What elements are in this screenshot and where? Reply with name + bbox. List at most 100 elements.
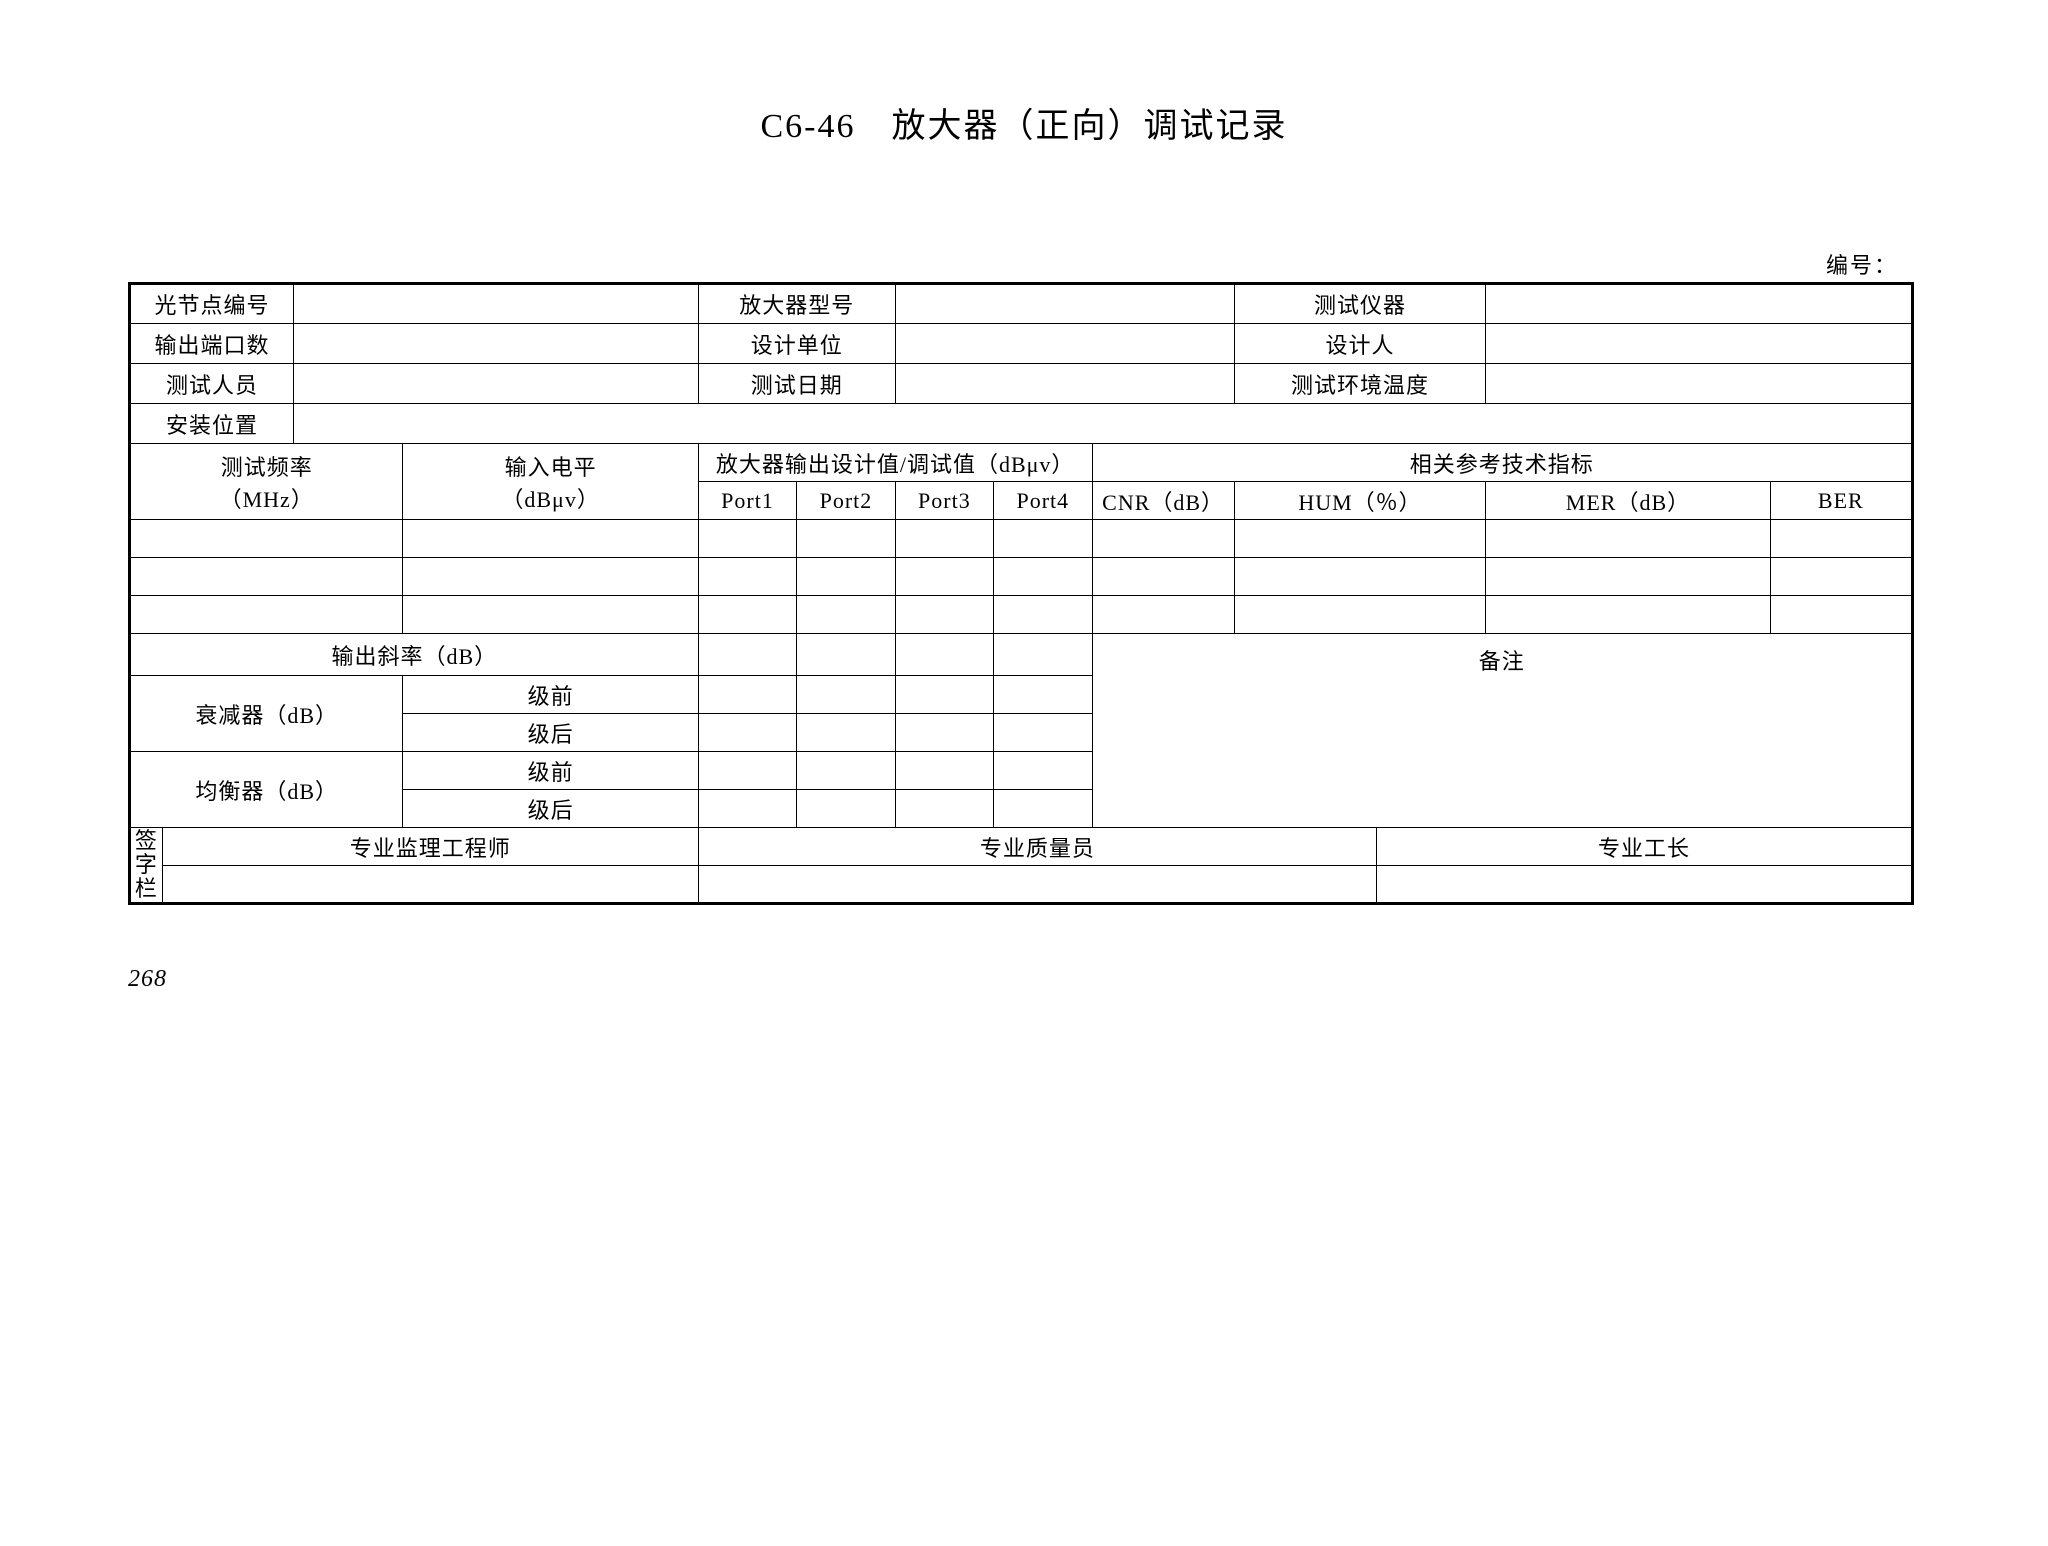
label-eq-post: 级后 bbox=[403, 790, 698, 828]
label-test-instrument: 测试仪器 bbox=[1234, 284, 1486, 324]
col-port3: Port3 bbox=[895, 482, 993, 520]
remarks-cell: 备注 bbox=[1092, 634, 1912, 828]
label-attenuator: 衰减器（dB） bbox=[130, 676, 403, 752]
col-port4: Port4 bbox=[994, 482, 1092, 520]
data-p3-2 bbox=[895, 558, 993, 596]
data-hum-2 bbox=[1234, 558, 1486, 596]
atten-pre-p4 bbox=[994, 676, 1092, 714]
data-cnr-2 bbox=[1092, 558, 1234, 596]
col-port1: Port1 bbox=[698, 482, 796, 520]
data-ber-1 bbox=[1770, 520, 1912, 558]
label-install-location: 安装位置 bbox=[130, 404, 294, 444]
label-tester: 测试人员 bbox=[130, 364, 294, 404]
data-freq-2 bbox=[130, 558, 403, 596]
data-p3-1 bbox=[895, 520, 993, 558]
label-amplifier-model: 放大器型号 bbox=[698, 284, 895, 324]
data-p1-1 bbox=[698, 520, 796, 558]
page-number: 268 bbox=[128, 966, 167, 993]
data-freq-1 bbox=[130, 520, 403, 558]
page-title: C6-46 放大器（正向）调试记录 bbox=[0, 98, 2048, 147]
field-output-ports bbox=[294, 324, 699, 364]
signature-bar-label: 签 字 栏 bbox=[130, 828, 163, 904]
field-design-unit bbox=[895, 324, 1234, 364]
atten-pre-p2 bbox=[797, 676, 895, 714]
data-input-3 bbox=[403, 596, 698, 634]
data-ber-2 bbox=[1770, 558, 1912, 596]
label-optical-node: 光节点编号 bbox=[130, 284, 294, 324]
col-input-level: 输入电平 （dBμv） bbox=[403, 444, 698, 520]
label-quality: 专业质量员 bbox=[698, 828, 1376, 866]
eq-post-p3 bbox=[895, 790, 993, 828]
data-mer-1 bbox=[1486, 520, 1770, 558]
slope-p2 bbox=[797, 634, 895, 676]
field-quality bbox=[698, 866, 1376, 904]
data-input-2 bbox=[403, 558, 698, 596]
atten-post-p3 bbox=[895, 714, 993, 752]
eq-pre-p2 bbox=[797, 752, 895, 790]
col-ref-group: 相关参考技术指标 bbox=[1092, 444, 1912, 482]
slope-p1 bbox=[698, 634, 796, 676]
label-output-ports: 输出端口数 bbox=[130, 324, 294, 364]
label-env-temp: 测试环境温度 bbox=[1234, 364, 1486, 404]
field-designer bbox=[1486, 324, 1913, 364]
atten-pre-p1 bbox=[698, 676, 796, 714]
label-equalizer: 均衡器（dB） bbox=[130, 752, 403, 828]
atten-post-p4 bbox=[994, 714, 1092, 752]
data-p1-2 bbox=[698, 558, 796, 596]
field-optical-node bbox=[294, 284, 699, 324]
field-test-date bbox=[895, 364, 1234, 404]
label-output-slope: 输出斜率（dB） bbox=[130, 634, 699, 676]
data-p2-3 bbox=[797, 596, 895, 634]
slope-p3 bbox=[895, 634, 993, 676]
label-foreman: 专业工长 bbox=[1376, 828, 1912, 866]
record-table: 光节点编号 放大器型号 测试仪器 输出端口数 设计单位 设计人 测试人员 测试日… bbox=[128, 282, 1914, 905]
slope-p4 bbox=[994, 634, 1092, 676]
data-hum-1 bbox=[1234, 520, 1486, 558]
data-p2-2 bbox=[797, 558, 895, 596]
field-env-temp bbox=[1486, 364, 1913, 404]
field-supervisor bbox=[162, 866, 698, 904]
data-p4-1 bbox=[994, 520, 1092, 558]
col-output-group: 放大器输出设计值/调试值（dBμv） bbox=[698, 444, 1092, 482]
col-ber: BER bbox=[1770, 482, 1912, 520]
data-ber-3 bbox=[1770, 596, 1912, 634]
label-design-unit: 设计单位 bbox=[698, 324, 895, 364]
data-mer-2 bbox=[1486, 558, 1770, 596]
label-test-date: 测试日期 bbox=[698, 364, 895, 404]
label-eq-pre: 级前 bbox=[403, 752, 698, 790]
eq-post-p2 bbox=[797, 790, 895, 828]
data-p1-3 bbox=[698, 596, 796, 634]
col-hum: HUM（％） bbox=[1234, 482, 1486, 520]
data-p3-3 bbox=[895, 596, 993, 634]
col-port2: Port2 bbox=[797, 482, 895, 520]
eq-pre-p1 bbox=[698, 752, 796, 790]
label-atten-pre: 级前 bbox=[403, 676, 698, 714]
data-freq-3 bbox=[130, 596, 403, 634]
field-amplifier-model bbox=[895, 284, 1234, 324]
col-test-freq: 测试频率 （MHz） bbox=[130, 444, 403, 520]
eq-pre-p4 bbox=[994, 752, 1092, 790]
data-p2-1 bbox=[797, 520, 895, 558]
data-cnr-3 bbox=[1092, 596, 1234, 634]
eq-post-p4 bbox=[994, 790, 1092, 828]
atten-pre-p3 bbox=[895, 676, 993, 714]
col-cnr: CNR（dB） bbox=[1092, 482, 1234, 520]
label-atten-post: 级后 bbox=[403, 714, 698, 752]
field-install-location bbox=[294, 404, 1913, 444]
field-foreman bbox=[1376, 866, 1912, 904]
serial-number-label: 编号： bbox=[1826, 248, 1898, 280]
data-hum-3 bbox=[1234, 596, 1486, 634]
field-tester bbox=[294, 364, 699, 404]
eq-pre-p3 bbox=[895, 752, 993, 790]
atten-post-p1 bbox=[698, 714, 796, 752]
data-cnr-1 bbox=[1092, 520, 1234, 558]
field-test-instrument bbox=[1486, 284, 1913, 324]
data-input-1 bbox=[403, 520, 698, 558]
col-mer: MER（dB） bbox=[1486, 482, 1770, 520]
label-designer: 设计人 bbox=[1234, 324, 1486, 364]
data-p4-3 bbox=[994, 596, 1092, 634]
eq-post-p1 bbox=[698, 790, 796, 828]
label-supervisor: 专业监理工程师 bbox=[162, 828, 698, 866]
data-p4-2 bbox=[994, 558, 1092, 596]
data-mer-3 bbox=[1486, 596, 1770, 634]
